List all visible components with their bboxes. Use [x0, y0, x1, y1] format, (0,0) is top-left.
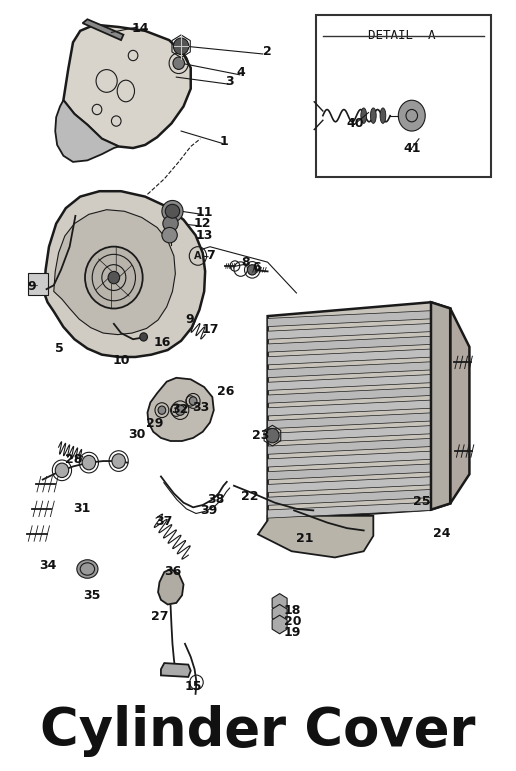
- Polygon shape: [268, 400, 431, 416]
- Text: Cylinder Cover: Cylinder Cover: [40, 705, 476, 757]
- Ellipse shape: [77, 560, 98, 578]
- Text: 7: 7: [206, 249, 215, 261]
- Text: 15: 15: [185, 680, 202, 692]
- Text: 37: 37: [156, 515, 173, 527]
- Polygon shape: [83, 19, 123, 40]
- Text: 33: 33: [192, 402, 209, 414]
- Text: 20: 20: [284, 615, 301, 628]
- Polygon shape: [268, 413, 431, 429]
- Circle shape: [173, 38, 189, 55]
- Circle shape: [108, 271, 120, 284]
- Text: 40: 40: [347, 117, 364, 130]
- Text: 30: 30: [128, 428, 146, 440]
- Text: 5: 5: [55, 342, 64, 355]
- Text: 41: 41: [403, 142, 421, 154]
- Polygon shape: [268, 439, 431, 454]
- Circle shape: [175, 405, 185, 416]
- Text: 14: 14: [132, 22, 149, 35]
- Text: 34: 34: [39, 560, 56, 572]
- Circle shape: [55, 463, 69, 477]
- Text: A: A: [194, 251, 202, 261]
- Text: 11: 11: [196, 206, 213, 218]
- Circle shape: [112, 454, 125, 468]
- Text: 16: 16: [153, 336, 171, 348]
- Circle shape: [158, 406, 166, 414]
- Bar: [28, 273, 47, 295]
- Polygon shape: [268, 451, 431, 467]
- Ellipse shape: [162, 200, 183, 222]
- Polygon shape: [268, 502, 431, 518]
- Text: 35: 35: [84, 589, 101, 601]
- Text: 19: 19: [284, 626, 301, 638]
- Text: 29: 29: [146, 417, 163, 429]
- Text: DETAIL  A: DETAIL A: [368, 29, 436, 42]
- Polygon shape: [268, 311, 431, 327]
- Text: 24: 24: [433, 527, 450, 540]
- Polygon shape: [268, 490, 431, 505]
- Ellipse shape: [370, 108, 376, 123]
- Polygon shape: [54, 210, 175, 335]
- Text: 4: 4: [237, 66, 246, 79]
- Circle shape: [82, 456, 95, 470]
- Polygon shape: [268, 336, 431, 352]
- Polygon shape: [268, 476, 431, 493]
- Polygon shape: [44, 191, 205, 357]
- Polygon shape: [268, 464, 431, 480]
- Circle shape: [248, 264, 257, 275]
- Text: 25: 25: [413, 496, 430, 508]
- Polygon shape: [63, 25, 191, 148]
- Text: 9: 9: [28, 281, 37, 293]
- Polygon shape: [161, 663, 191, 677]
- Text: 21: 21: [296, 532, 313, 544]
- Text: 32: 32: [171, 403, 188, 416]
- Text: 2: 2: [263, 45, 272, 58]
- Polygon shape: [258, 516, 373, 557]
- Polygon shape: [268, 349, 431, 365]
- Polygon shape: [148, 378, 214, 441]
- Polygon shape: [268, 375, 431, 390]
- Polygon shape: [158, 569, 184, 604]
- Text: 39: 39: [200, 504, 218, 517]
- Text: 3: 3: [225, 76, 233, 88]
- Text: 26: 26: [217, 386, 234, 398]
- Text: 36: 36: [164, 565, 181, 577]
- Text: 1: 1: [220, 135, 229, 147]
- Polygon shape: [268, 387, 431, 403]
- Polygon shape: [268, 362, 431, 378]
- Text: 22: 22: [241, 490, 259, 503]
- Ellipse shape: [361, 108, 366, 123]
- Ellipse shape: [398, 100, 425, 131]
- Text: 23: 23: [252, 429, 269, 442]
- Text: 10: 10: [112, 354, 130, 366]
- Polygon shape: [268, 324, 431, 339]
- Text: 9: 9: [185, 313, 194, 325]
- Circle shape: [189, 397, 197, 405]
- Polygon shape: [268, 426, 431, 442]
- Text: 31: 31: [73, 502, 90, 514]
- Text: 13: 13: [196, 230, 213, 242]
- Circle shape: [85, 247, 142, 308]
- Ellipse shape: [380, 108, 386, 123]
- Text: 8: 8: [241, 257, 250, 269]
- Text: 38: 38: [207, 493, 224, 506]
- Text: 27: 27: [151, 611, 169, 623]
- Circle shape: [140, 333, 148, 341]
- Text: 18: 18: [284, 604, 301, 617]
- Bar: [316, 15, 491, 177]
- Text: 28: 28: [65, 453, 83, 466]
- Circle shape: [266, 429, 279, 443]
- Polygon shape: [450, 308, 470, 503]
- Ellipse shape: [165, 204, 180, 218]
- Polygon shape: [55, 100, 119, 162]
- Text: 12: 12: [194, 217, 212, 230]
- Ellipse shape: [163, 216, 178, 231]
- Polygon shape: [268, 302, 450, 520]
- Circle shape: [173, 57, 185, 69]
- Text: 6: 6: [253, 261, 261, 274]
- Ellipse shape: [162, 227, 178, 243]
- Polygon shape: [431, 302, 450, 510]
- Text: 17: 17: [201, 324, 219, 336]
